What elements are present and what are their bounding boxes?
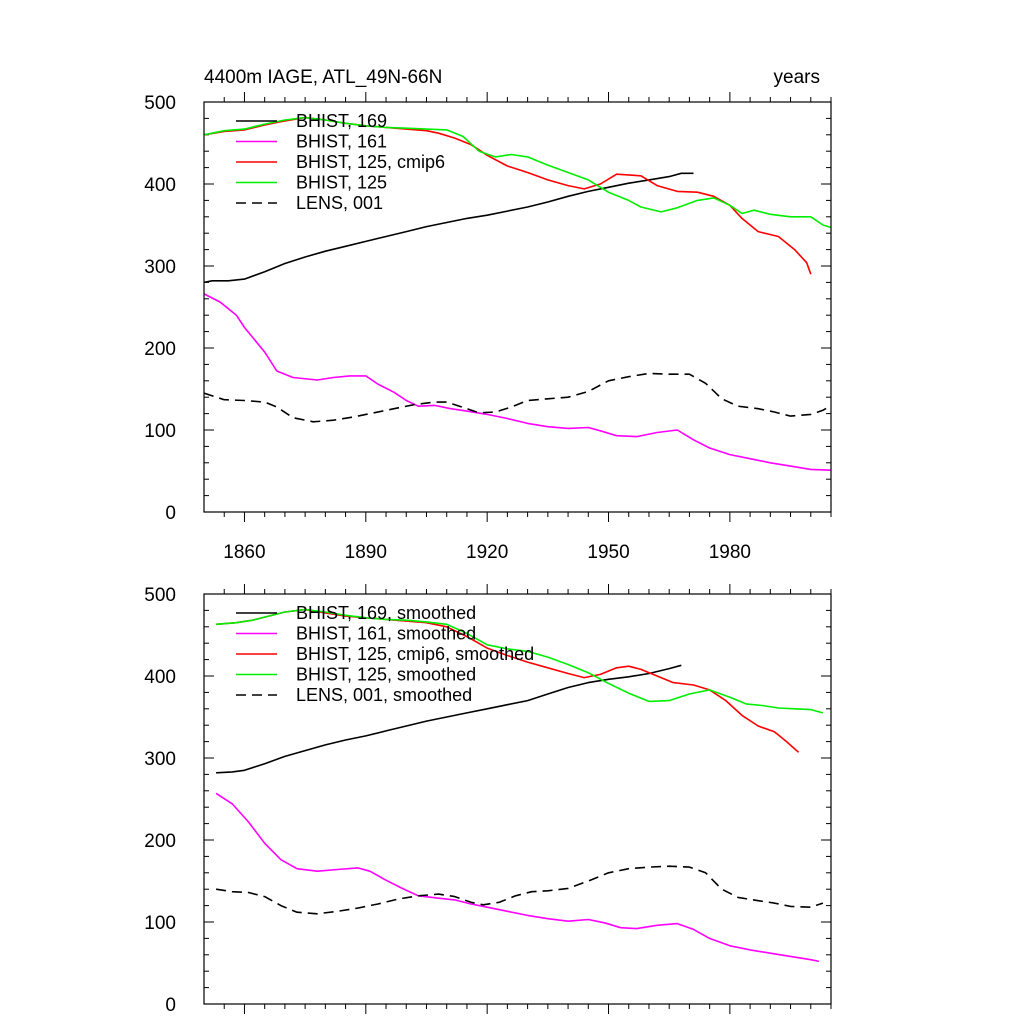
legend-label: BHIST, 161	[296, 132, 387, 152]
plot-frame	[203, 593, 832, 1005]
series-line-bhist-161-smoothed	[215, 792, 820, 963]
chart-title-right: years	[774, 67, 820, 88]
x-tick-label: 1890	[345, 542, 387, 563]
y-tick-label: 200	[144, 339, 176, 360]
y-tick-label: 500	[144, 585, 176, 606]
axis-ticks: 0 100 200 300 400 500 1860 1890 1920 1950 1980	[144, 92, 832, 563]
legend-label: BHIST, 125, cmip6, smoothed	[296, 644, 534, 664]
legend-label: BHIST, 125, cmip6	[296, 152, 445, 172]
series-layer	[215, 608, 824, 963]
series-line-bhist-125-smoothed	[216, 608, 824, 714]
y-tick-label: 0	[165, 503, 176, 524]
series-line-bhist-169-smoothed	[216, 664, 682, 774]
x-tick-label: 1980	[709, 542, 751, 563]
y-tick-label: 400	[144, 667, 176, 688]
axis-ticks: 0 100 200 300 400 500	[144, 584, 832, 1016]
y-tick-label: 300	[144, 749, 176, 770]
legend-label: LENS, 001	[296, 193, 383, 213]
x-tick-label: 1950	[587, 542, 629, 563]
x-tick-label: 1920	[466, 542, 508, 563]
legend-label: BHIST, 169	[296, 111, 387, 131]
y-tick-label: 400	[144, 175, 176, 196]
x-tick-label: 1860	[223, 542, 265, 563]
series-line-lens-001	[203, 372, 832, 423]
y-tick-label: 0	[165, 995, 176, 1016]
plot-frame	[203, 101, 832, 513]
legend-label: BHIST, 125, smoothed	[296, 665, 476, 685]
series-line-lens-001-smoothed	[215, 865, 824, 915]
legend-label: BHIST, 125	[296, 173, 387, 193]
legend-label: LENS, 001, smoothed	[296, 685, 472, 705]
y-tick-label: 500	[144, 93, 176, 114]
y-tick-label: 200	[144, 831, 176, 852]
series-line-bhist-125	[203, 116, 832, 229]
legend-label: BHIST, 161, smoothed	[296, 624, 476, 644]
y-tick-label: 100	[144, 421, 176, 442]
series-line-bhist-161	[203, 293, 832, 471]
top-panel: 4400m IAGE, ATL_49N-66N years 0 100 200 300…	[144, 67, 832, 563]
chart-title-left: 4400m IAGE, ATL_49N-66N	[204, 67, 442, 88]
legend-label: BHIST, 169, smoothed	[296, 603, 476, 623]
y-tick-label: 100	[144, 913, 176, 934]
series-line-bhist-169	[203, 172, 694, 284]
series-layer	[203, 116, 832, 471]
y-tick-label: 300	[144, 257, 176, 278]
